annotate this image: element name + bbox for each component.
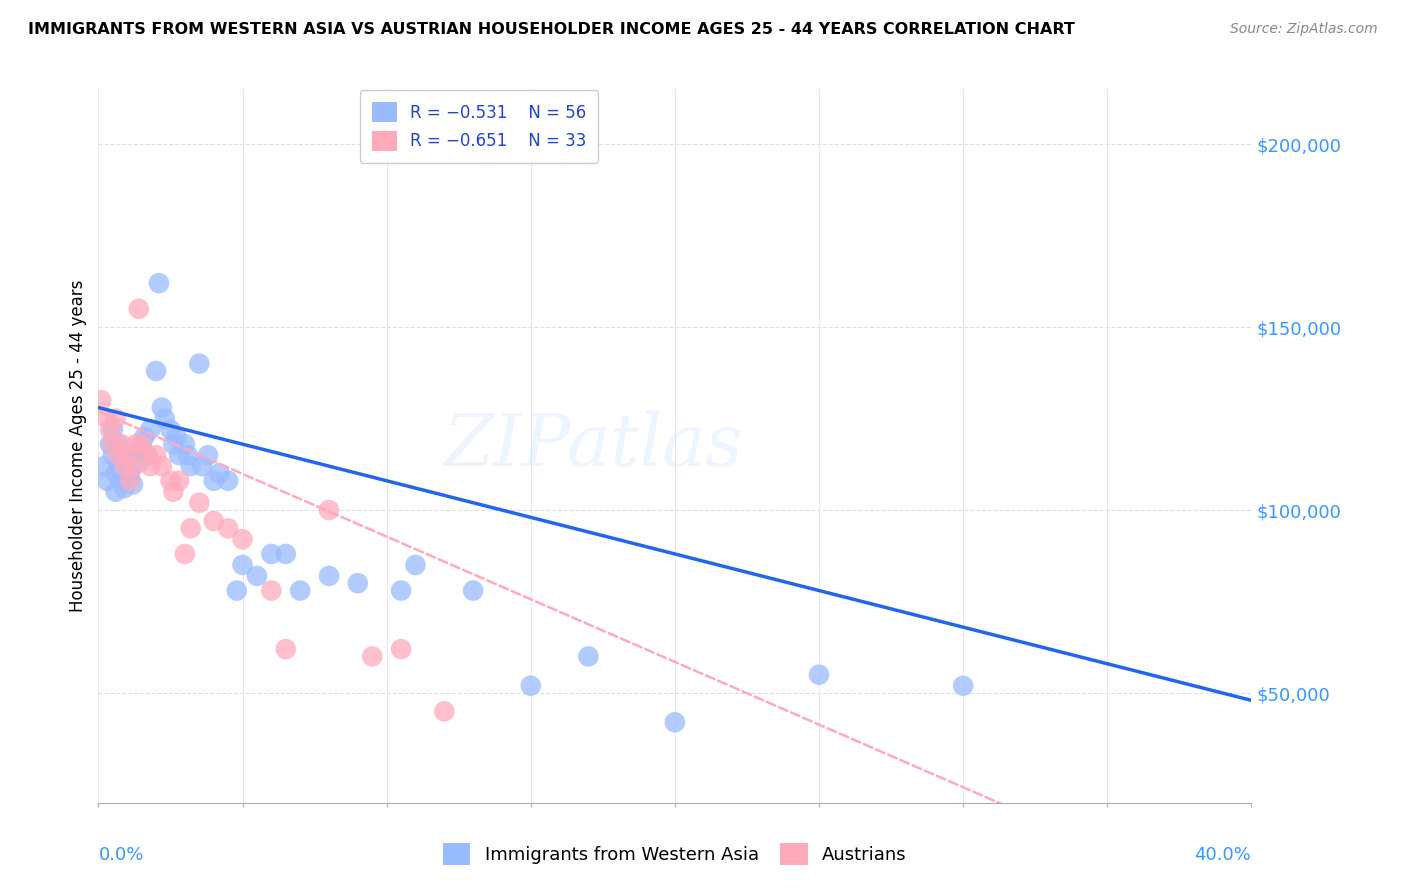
Point [664,715,686,730]
Point [145,364,167,378]
Point [167,448,190,462]
Point [177,448,200,462]
Point [101,448,124,462]
Point [153,411,176,425]
Text: 40.0%: 40.0% [1195,846,1251,863]
Point [290,583,312,598]
Point [318,503,340,517]
Point [96,411,118,425]
Text: 0.0%: 0.0% [98,846,143,863]
Point [122,459,145,474]
Point [188,496,211,510]
Point [120,474,142,488]
Point [125,437,148,451]
Point [117,470,139,484]
Point [174,547,197,561]
Point [576,649,599,664]
Point [131,437,153,451]
Point [389,583,412,598]
Point [136,448,159,462]
Text: IMMIGRANTS FROM WESTERN ASIA VS AUSTRIAN HOUSEHOLDER INCOME AGES 25 - 44 YEARS C: IMMIGRANTS FROM WESTERN ASIA VS AUSTRIAN… [28,22,1076,37]
Point [107,459,129,474]
Point [128,301,150,316]
Point [139,423,162,437]
Point [148,276,170,290]
Point [174,437,197,451]
Point [101,437,124,451]
Point [107,437,129,451]
Point [231,533,254,547]
Point [405,558,427,572]
Point [180,521,202,535]
Point [125,444,148,458]
Point [346,576,368,591]
Point [98,423,121,437]
Point [104,484,127,499]
Point [159,474,181,488]
Point [117,448,139,462]
Point [136,448,159,462]
Point [208,467,231,481]
Point [167,474,190,488]
Point [104,411,127,425]
Point [110,474,132,488]
Point [318,569,340,583]
Point [150,401,173,415]
Point [150,459,173,474]
Point [112,459,135,474]
Point [180,459,202,474]
Point [225,583,247,598]
Text: ZIPatlas: ZIPatlas [444,410,744,482]
Point [260,547,283,561]
Point [433,704,456,718]
Point [217,521,239,535]
Point [197,448,219,462]
Point [202,514,225,528]
Point [188,357,211,371]
Point [110,451,132,466]
Point [165,430,187,444]
Point [93,459,115,474]
Point [112,459,135,474]
Point [162,437,184,451]
Point [96,474,118,488]
Point [217,474,239,488]
Point [98,437,121,451]
Point [112,481,135,495]
Point [122,477,145,491]
Point [131,437,153,451]
Point [104,467,127,481]
Point [274,642,297,657]
Point [139,459,162,474]
Point [246,569,269,583]
Point [231,558,254,572]
Point [361,649,384,664]
Point [120,467,142,481]
Point [159,423,181,437]
Y-axis label: Householder Income Ages 25 - 44 years: Householder Income Ages 25 - 44 years [69,280,87,612]
Point [274,547,297,561]
Point [128,455,150,469]
Point [101,423,124,437]
Legend: Immigrants from Western Asia, Austrians: Immigrants from Western Asia, Austrians [436,836,914,872]
Point [807,667,830,681]
Point [389,642,412,657]
Point [134,430,156,444]
Point [260,583,283,598]
Point [461,583,484,598]
Point [145,448,167,462]
Point [117,448,139,462]
Point [191,459,214,474]
Text: Source: ZipAtlas.com: Source: ZipAtlas.com [1230,22,1378,37]
Point [520,679,543,693]
Point [107,448,129,462]
Point [162,484,184,499]
Point [202,474,225,488]
Point [110,437,132,451]
Point [952,679,974,693]
Point [90,393,112,408]
